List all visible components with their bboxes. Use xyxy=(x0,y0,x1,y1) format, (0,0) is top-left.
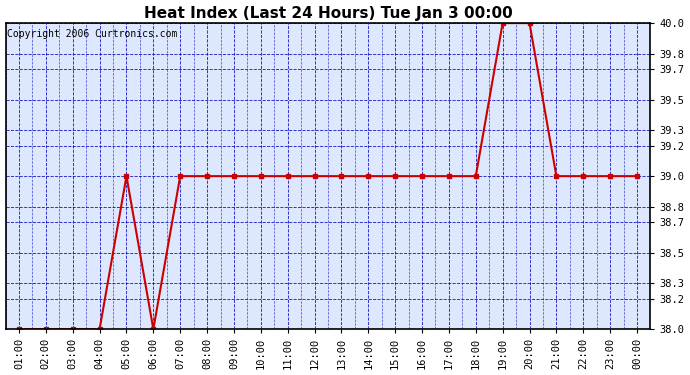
Title: Heat Index (Last 24 Hours) Tue Jan 3 00:00: Heat Index (Last 24 Hours) Tue Jan 3 00:… xyxy=(144,6,513,21)
Text: Copyright 2006 Curtronics.com: Copyright 2006 Curtronics.com xyxy=(8,29,178,39)
